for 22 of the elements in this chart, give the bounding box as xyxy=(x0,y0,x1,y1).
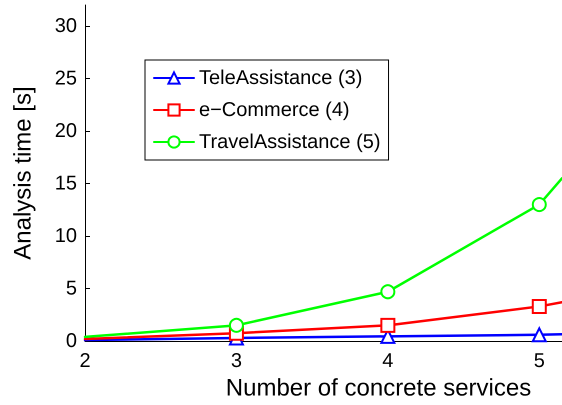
point xyxy=(532,197,547,212)
y-tick-label: 25 xyxy=(54,68,77,90)
y-tick-label: 0 xyxy=(66,330,77,352)
x-tick-label: 5 xyxy=(534,350,545,372)
point xyxy=(380,318,396,333)
point xyxy=(532,298,547,314)
legend-label: TravelAssistance (5) xyxy=(199,131,381,153)
y-tick-label: 15 xyxy=(54,172,77,195)
y-tick-label: 10 xyxy=(54,225,77,248)
y-tick-label: 5 xyxy=(66,278,77,300)
point xyxy=(532,327,547,342)
x-tick-label: 4 xyxy=(382,350,394,372)
point xyxy=(228,318,244,333)
x-axis-title: Number of concrete services xyxy=(226,374,532,402)
y-axis-title: Analysis time [s] xyxy=(10,86,36,260)
y-tick-label: 30 xyxy=(54,15,77,38)
x-tick-label: 3 xyxy=(230,350,242,372)
point xyxy=(380,284,396,300)
legend-label: TeleAssistance (3) xyxy=(199,67,362,89)
y-tick-label: 20 xyxy=(54,120,77,142)
x-tick-label: 2 xyxy=(79,350,91,372)
legend-label: e−Commerce (4) xyxy=(199,99,350,121)
